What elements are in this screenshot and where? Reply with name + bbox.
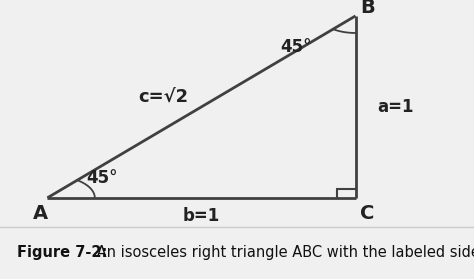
Text: a=1: a=1 (377, 98, 414, 116)
Text: Figure 7-2:: Figure 7-2: (17, 245, 107, 260)
Text: 45°: 45° (281, 38, 312, 56)
Text: A: A (33, 204, 48, 223)
Text: B: B (360, 0, 375, 18)
Text: b=1: b=1 (183, 207, 220, 225)
Text: 45°: 45° (86, 170, 118, 187)
Text: c=√2: c=√2 (138, 88, 189, 106)
Text: An isosceles right triangle ABC with the labeled sides: An isosceles right triangle ABC with the… (92, 245, 474, 260)
Text: C: C (360, 204, 374, 223)
